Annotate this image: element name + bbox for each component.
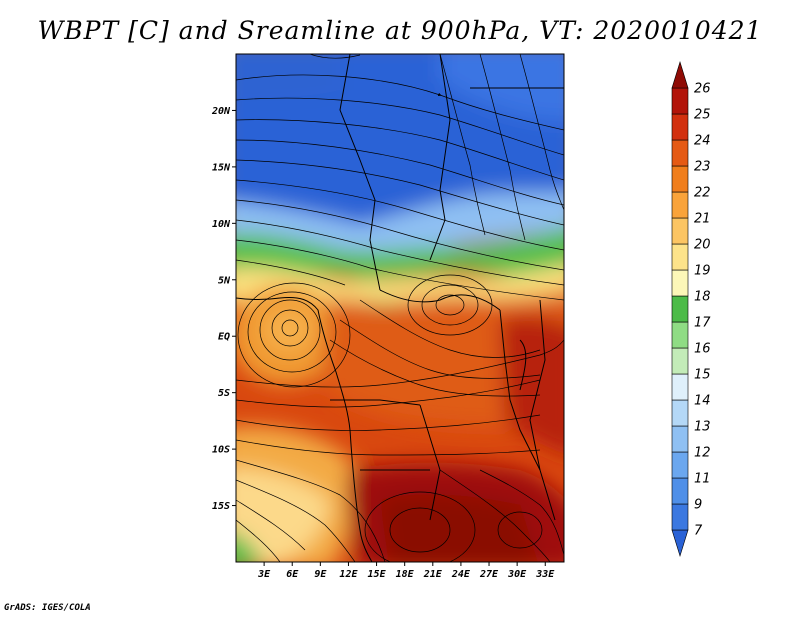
colorbar-swatch — [671, 139, 689, 167]
colorbar-label: 26 — [694, 82, 711, 97]
colorbar-label: 9 — [694, 498, 702, 513]
colorbar-label: 11 — [694, 472, 711, 487]
colorbar-label: 22 — [694, 186, 711, 201]
colorbar-label: 7 — [694, 524, 703, 539]
lon-tick-label: 18E — [396, 569, 415, 580]
lat-tick-label: 10S — [212, 445, 230, 456]
lon-tick-label: 21E — [423, 569, 443, 580]
colorbar-swatch — [671, 451, 689, 479]
lon-tick-label: 6E — [286, 569, 299, 580]
map-frame — [235, 53, 565, 563]
colorbar-swatch — [671, 87, 689, 115]
lat-tick-label: 15S — [212, 501, 230, 512]
colorbar-label: 14 — [694, 394, 711, 409]
colorbar-label: 20 — [694, 238, 711, 253]
lon-tick-label: 27E — [479, 569, 499, 580]
streamlines — [236, 54, 564, 562]
lon-tick-label: 3E — [257, 569, 271, 580]
colorbar-label: 16 — [694, 342, 711, 357]
colorbar-swatch — [671, 529, 689, 558]
colorbar-label: 25 — [694, 108, 711, 123]
longitude-axis: 3E 6E 9E 12E 15E 18E 21E 24E 27E 30E 33E — [257, 562, 555, 580]
colorbar-swatch — [671, 60, 689, 89]
lat-tick-label: 10N — [212, 219, 231, 230]
map-title: WBPT [C] and Sreamline at 900hPa, VT: 20… — [37, 16, 763, 45]
colorbar-label: 13 — [694, 420, 711, 435]
colorbar-label: 12 — [694, 446, 711, 461]
lon-tick-label: 15E — [368, 569, 387, 580]
colorbar-swatch — [671, 399, 689, 427]
colorbar-label: 15 — [694, 368, 711, 383]
colorbar-label: 17 — [694, 316, 711, 331]
colorbar-swatch — [671, 217, 689, 245]
colorbar-label: 19 — [694, 264, 711, 279]
lon-tick-label: 24E — [451, 569, 471, 580]
colorbar-swatch — [671, 243, 689, 271]
colorbar-swatch — [671, 191, 689, 219]
colorbar-swatch — [671, 113, 689, 141]
latitude-axis: 20N 15N 10N 5N EQ 5S 10S 15S — [211, 106, 236, 512]
colorbar: 7 9 11 12 13 14 15 16 17 18 19 20 21 22 23 24 25 26 — [671, 60, 711, 558]
lon-tick-label: 12E — [339, 569, 358, 580]
colorbar-swatch — [671, 503, 689, 531]
grads-credit: GrADS: IGES/COLA — [4, 603, 91, 613]
colorbar-swatch — [671, 321, 689, 349]
colorbar-swatch — [671, 373, 689, 401]
colorbar-swatch — [671, 269, 689, 297]
country-borders — [236, 54, 564, 562]
lon-tick-label: 9E — [314, 569, 327, 580]
colorbar-label: 21 — [694, 212, 711, 227]
colorbar-swatch — [671, 165, 689, 193]
lon-tick-label: 30E — [507, 569, 527, 580]
colorbar-label: 24 — [694, 134, 711, 149]
colorbar-swatch — [671, 477, 689, 505]
lat-tick-label: 5S — [218, 388, 230, 399]
colorbar-label: 23 — [694, 160, 711, 175]
colorbar-swatch — [671, 295, 689, 323]
lat-tick-label: 15N — [212, 162, 231, 173]
lat-tick-label: EQ — [218, 332, 230, 343]
lat-tick-label: 5N — [218, 275, 231, 286]
colorbar-label: 18 — [694, 290, 711, 305]
colorbar-swatch — [671, 347, 689, 375]
wbpt-shading — [236, 54, 564, 562]
lon-tick-label: 33E — [535, 569, 555, 580]
lat-tick-label: 20N — [211, 106, 231, 117]
colorbar-swatch — [671, 425, 689, 453]
